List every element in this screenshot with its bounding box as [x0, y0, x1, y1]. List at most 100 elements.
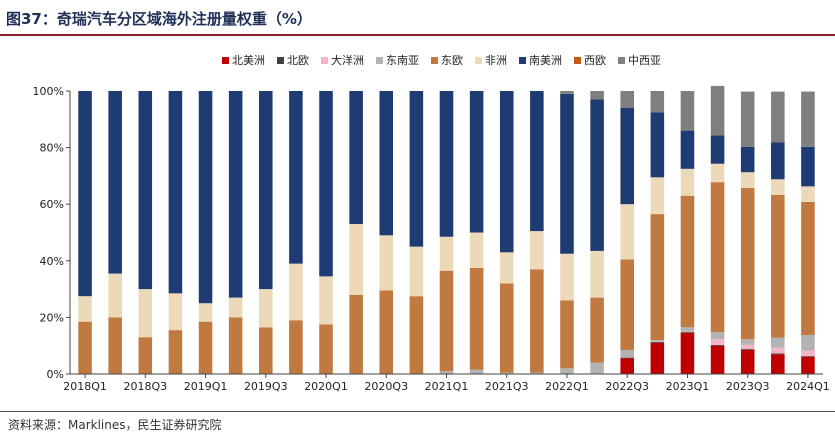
bar-segment — [620, 358, 634, 374]
bar-segment — [710, 163, 725, 183]
y-tick-label: 80% — [40, 142, 64, 155]
y-tick-label: 100% — [33, 85, 64, 98]
bar-segment — [499, 252, 514, 284]
footer-divider — [0, 411, 835, 412]
x-tick-label: 2022Q3 — [605, 380, 649, 393]
legend-label: 东欧 — [441, 54, 463, 67]
bar-segment — [801, 350, 815, 357]
bar-segment — [198, 303, 213, 322]
bar-segment — [740, 172, 755, 188]
bar-segment — [650, 341, 665, 343]
bar-segment — [620, 357, 634, 359]
bar-segment — [620, 349, 634, 358]
legend-swatch — [574, 57, 581, 64]
x-tick-label: 2018Q3 — [123, 380, 167, 393]
bar-segment — [680, 168, 695, 196]
bar-segment — [710, 332, 725, 340]
bar-segment — [289, 91, 303, 264]
x-tick-label: 2021Q1 — [425, 380, 469, 393]
legend-label: 北美洲 — [232, 54, 265, 67]
bar-segment — [289, 320, 303, 374]
bar-segment — [771, 354, 785, 374]
bar-segment — [680, 91, 695, 131]
bar-segment — [138, 289, 153, 338]
bar-segment — [259, 289, 273, 328]
bar-segment — [650, 340, 665, 342]
source-note: 资料来源：Marklines，民生证券研究院 — [8, 418, 222, 432]
bar-segment — [740, 349, 755, 350]
x-tick-label: 2019Q3 — [244, 380, 288, 393]
bar-segment — [439, 236, 454, 271]
bar-segment — [740, 91, 755, 147]
bar-segment — [650, 342, 665, 374]
legend-label: 东南亚 — [386, 54, 419, 67]
bar-segment — [620, 91, 634, 108]
bar-segment — [138, 337, 153, 374]
legend-label: 南美洲 — [529, 54, 562, 67]
bar-segment — [530, 231, 544, 270]
bar-segment — [771, 353, 785, 355]
bar-segment — [590, 250, 604, 298]
bar-segment — [680, 332, 695, 333]
bar-segment — [439, 270, 454, 372]
bar-segment — [680, 332, 695, 374]
bar-segment — [138, 91, 153, 290]
bar-segment — [680, 327, 695, 332]
bar-segment — [499, 91, 514, 253]
y-tick-label: 40% — [40, 255, 64, 268]
x-tick-label: 2023Q3 — [726, 380, 770, 393]
bar-segment — [710, 344, 725, 346]
bar-segment — [198, 321, 213, 374]
bar-segment — [349, 224, 363, 295]
bar-segment — [710, 85, 725, 136]
legend-swatch — [475, 57, 482, 64]
bar-segment — [439, 91, 454, 237]
bar-segment — [560, 91, 574, 94]
bar-segment — [409, 246, 424, 297]
bar-segment — [228, 297, 243, 318]
bar-segment — [771, 337, 785, 348]
legend-label: 北欧 — [287, 54, 309, 67]
bar-segment — [710, 135, 725, 164]
legend-swatch — [431, 57, 438, 64]
bar-segment — [439, 371, 454, 374]
y-tick-label: 60% — [40, 198, 64, 211]
bar-segment — [530, 91, 544, 232]
bar-segment — [469, 91, 484, 233]
bar-segment — [590, 362, 604, 374]
bar-segment — [740, 187, 755, 340]
legend-label: 大洋洲 — [331, 53, 364, 67]
bar-segment — [771, 179, 785, 195]
bar-segment — [349, 294, 363, 374]
bar-segment — [620, 357, 634, 358]
bar-segment — [801, 334, 815, 351]
bar-segment — [771, 142, 785, 180]
bar-segment — [198, 91, 213, 304]
x-tick-label: 2020Q3 — [364, 380, 408, 393]
bar-segment — [801, 201, 815, 335]
x-tick-label: 2018Q1 — [63, 380, 107, 393]
bar-segment — [801, 356, 815, 358]
legend-swatch — [222, 57, 229, 64]
bar-segment — [349, 91, 363, 225]
legend-swatch — [618, 57, 625, 64]
bar-segment — [319, 91, 333, 277]
bar-segment — [590, 91, 604, 100]
bar-segment — [740, 349, 755, 374]
bar-segment — [740, 339, 755, 345]
bar-segment — [228, 317, 243, 374]
bar-segment — [590, 297, 604, 363]
bar-segment — [259, 91, 273, 290]
bar-segment — [680, 195, 695, 328]
y-tick-label: 0% — [47, 368, 64, 381]
legend-swatch — [321, 57, 328, 64]
bar-segment — [379, 235, 394, 291]
bar-segment — [530, 372, 544, 374]
bar-segment — [228, 91, 243, 298]
x-tick-label: 2021Q3 — [485, 380, 529, 393]
bar-segment — [530, 269, 544, 373]
bar-segment — [620, 204, 634, 260]
legend-swatch — [519, 57, 526, 64]
bar-segment — [78, 296, 92, 322]
bar-segment — [379, 91, 394, 236]
